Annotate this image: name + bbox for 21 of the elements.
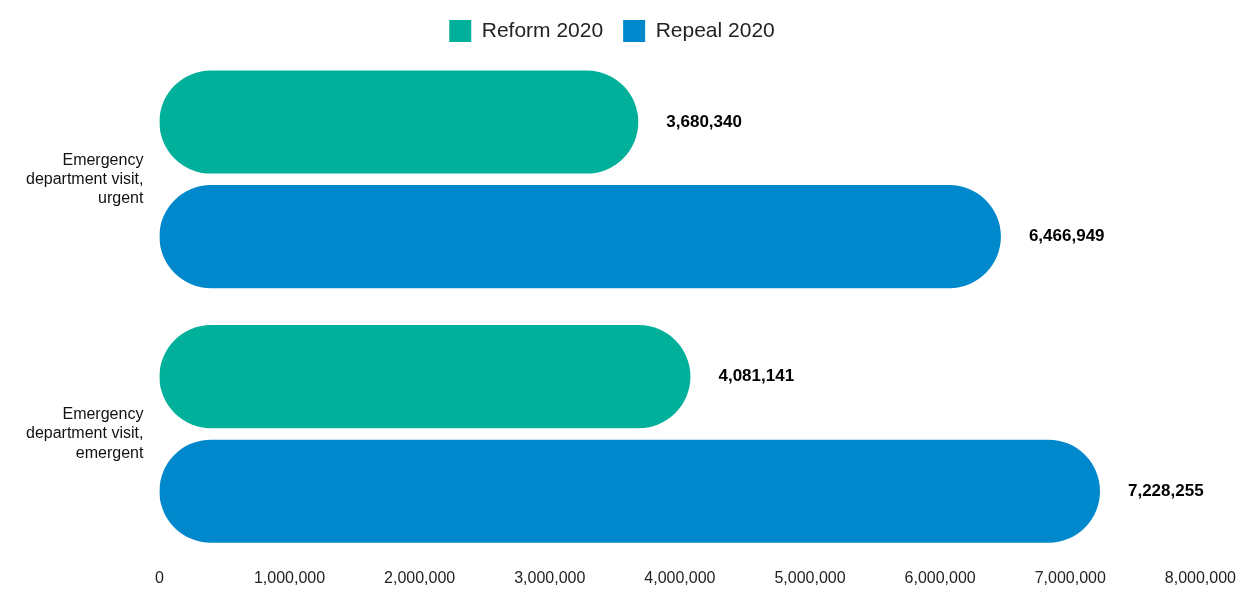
legend-label: Reform 2020 (481, 17, 604, 41)
y-tick-label: Emergency department visit, urgent (25, 150, 144, 206)
x-tick-label: 1,000,000 (253, 569, 326, 587)
bar (159, 70, 639, 174)
x-tick-label: 4,000,000 (644, 569, 716, 587)
data-label: 6,466,949 (1028, 226, 1105, 246)
y-tick-label: Emergency department visit, emergent (25, 405, 144, 461)
x-tick-label: 8,000,000 (1164, 569, 1237, 587)
x-tick-label: 0 (154, 569, 164, 587)
data-label: 3,680,340 (666, 111, 742, 131)
x-tick-label: 5,000,000 (774, 569, 846, 587)
legend-label: Repeal 2020 (655, 17, 775, 41)
bar (159, 439, 1100, 543)
bar (159, 185, 1001, 289)
x-tick-label: 2,000,000 (384, 569, 456, 587)
bar (159, 325, 691, 429)
x-tick-label: 3,000,000 (514, 569, 586, 587)
x-tick-label: 7,000,000 (1034, 569, 1106, 587)
x-tick-label: 6,000,000 (904, 569, 976, 587)
data-label: 7,228,255 (1127, 480, 1204, 500)
data-label: 4,081,141 (718, 366, 795, 386)
